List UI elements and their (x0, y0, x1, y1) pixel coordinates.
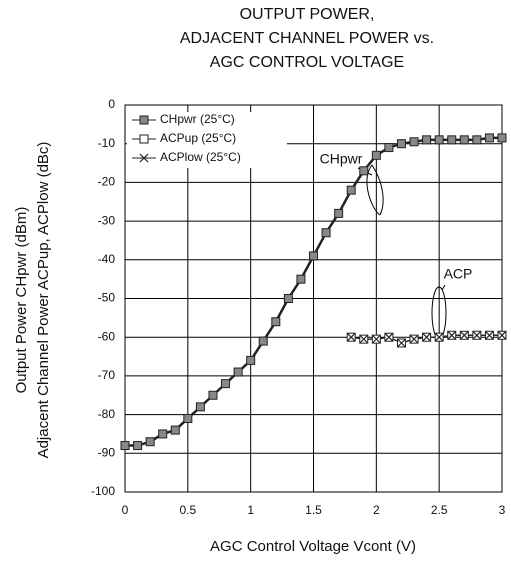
y-tick-label: -60 (98, 329, 116, 343)
annotation: CHpwr (320, 151, 363, 167)
marker (371, 334, 381, 344)
marker (359, 166, 369, 176)
marker (447, 135, 457, 145)
marker (359, 334, 369, 344)
y-tick-label: -30 (98, 213, 116, 227)
legend-marker (139, 134, 149, 144)
marker (120, 441, 130, 451)
marker (459, 135, 469, 145)
marker (195, 402, 205, 412)
marker (447, 330, 457, 340)
x-tick-label: 0.5 (179, 503, 196, 517)
marker (321, 228, 331, 238)
marker (246, 355, 256, 365)
x-tick-label: 2 (373, 503, 380, 517)
marker (472, 135, 482, 145)
y-tick-label: -80 (98, 407, 116, 421)
annotation: ACP (444, 266, 473, 282)
marker (396, 139, 406, 149)
marker (346, 332, 356, 342)
y-tick-label: -10 (98, 136, 116, 150)
marker (309, 251, 318, 261)
marker (422, 332, 432, 342)
annotation-bracket (366, 164, 384, 216)
marker (208, 390, 218, 400)
marker (384, 332, 394, 342)
x-axis-label: AGC Control Voltage Vcont (V) (210, 538, 416, 555)
marker (409, 137, 419, 147)
marker (397, 338, 406, 348)
chart-title: ADJACENT CHANNEL POWER vs. (180, 30, 434, 47)
x-tick-label: 3 (499, 503, 506, 517)
x-tick-label: 0 (122, 503, 129, 517)
marker (346, 185, 356, 195)
marker (233, 367, 243, 377)
marker (485, 330, 494, 340)
y-axis-label: Output Power CHpwr (dBm) (13, 207, 30, 394)
x-tick-label: 1.5 (305, 503, 322, 517)
marker (334, 208, 344, 218)
y-tick-label: -100 (91, 484, 115, 498)
marker (158, 429, 168, 439)
marker (497, 330, 507, 340)
marker (422, 135, 432, 145)
marker (283, 294, 293, 303)
x-tick-label: 2.5 (431, 503, 448, 517)
annotation-leader (441, 284, 446, 291)
marker (145, 437, 155, 447)
legend-label: CHpwr (25°C) (160, 112, 235, 126)
marker (384, 143, 394, 153)
marker (296, 274, 306, 284)
y-tick-label: -20 (98, 175, 116, 189)
marker (183, 413, 193, 423)
legend-box (127, 112, 287, 168)
legend-label: ACPup (25°C) (160, 131, 236, 145)
y-tick-label: -90 (98, 445, 116, 459)
y-axis-label: Adjacent Channel Power ACPup, ACPlow (dB… (35, 142, 52, 459)
y-tick-label: -40 (98, 252, 116, 266)
legend-label: ACPlow (25°C) (160, 150, 241, 164)
marker (459, 330, 469, 340)
legend-marker (139, 115, 149, 125)
marker (484, 133, 494, 143)
marker (497, 133, 507, 143)
plot-frame (124, 104, 503, 493)
marker (371, 150, 381, 160)
marker (472, 330, 482, 340)
y-tick-label: 0 (108, 97, 115, 111)
marker (221, 379, 231, 389)
marker (434, 135, 444, 145)
chart-title: AGC CONTROL VOLTAGE (210, 54, 404, 71)
marker (271, 317, 281, 327)
y-tick-label: -50 (98, 291, 116, 305)
marker (170, 425, 180, 435)
y-tick-label: -70 (98, 368, 116, 382)
marker (258, 336, 268, 346)
chart-title: OUTPUT POWER, (240, 6, 375, 23)
marker (133, 441, 143, 451)
x-tick-label: 1 (247, 503, 254, 517)
marker (434, 332, 444, 342)
legend-marker (139, 153, 149, 163)
marker (409, 334, 419, 344)
